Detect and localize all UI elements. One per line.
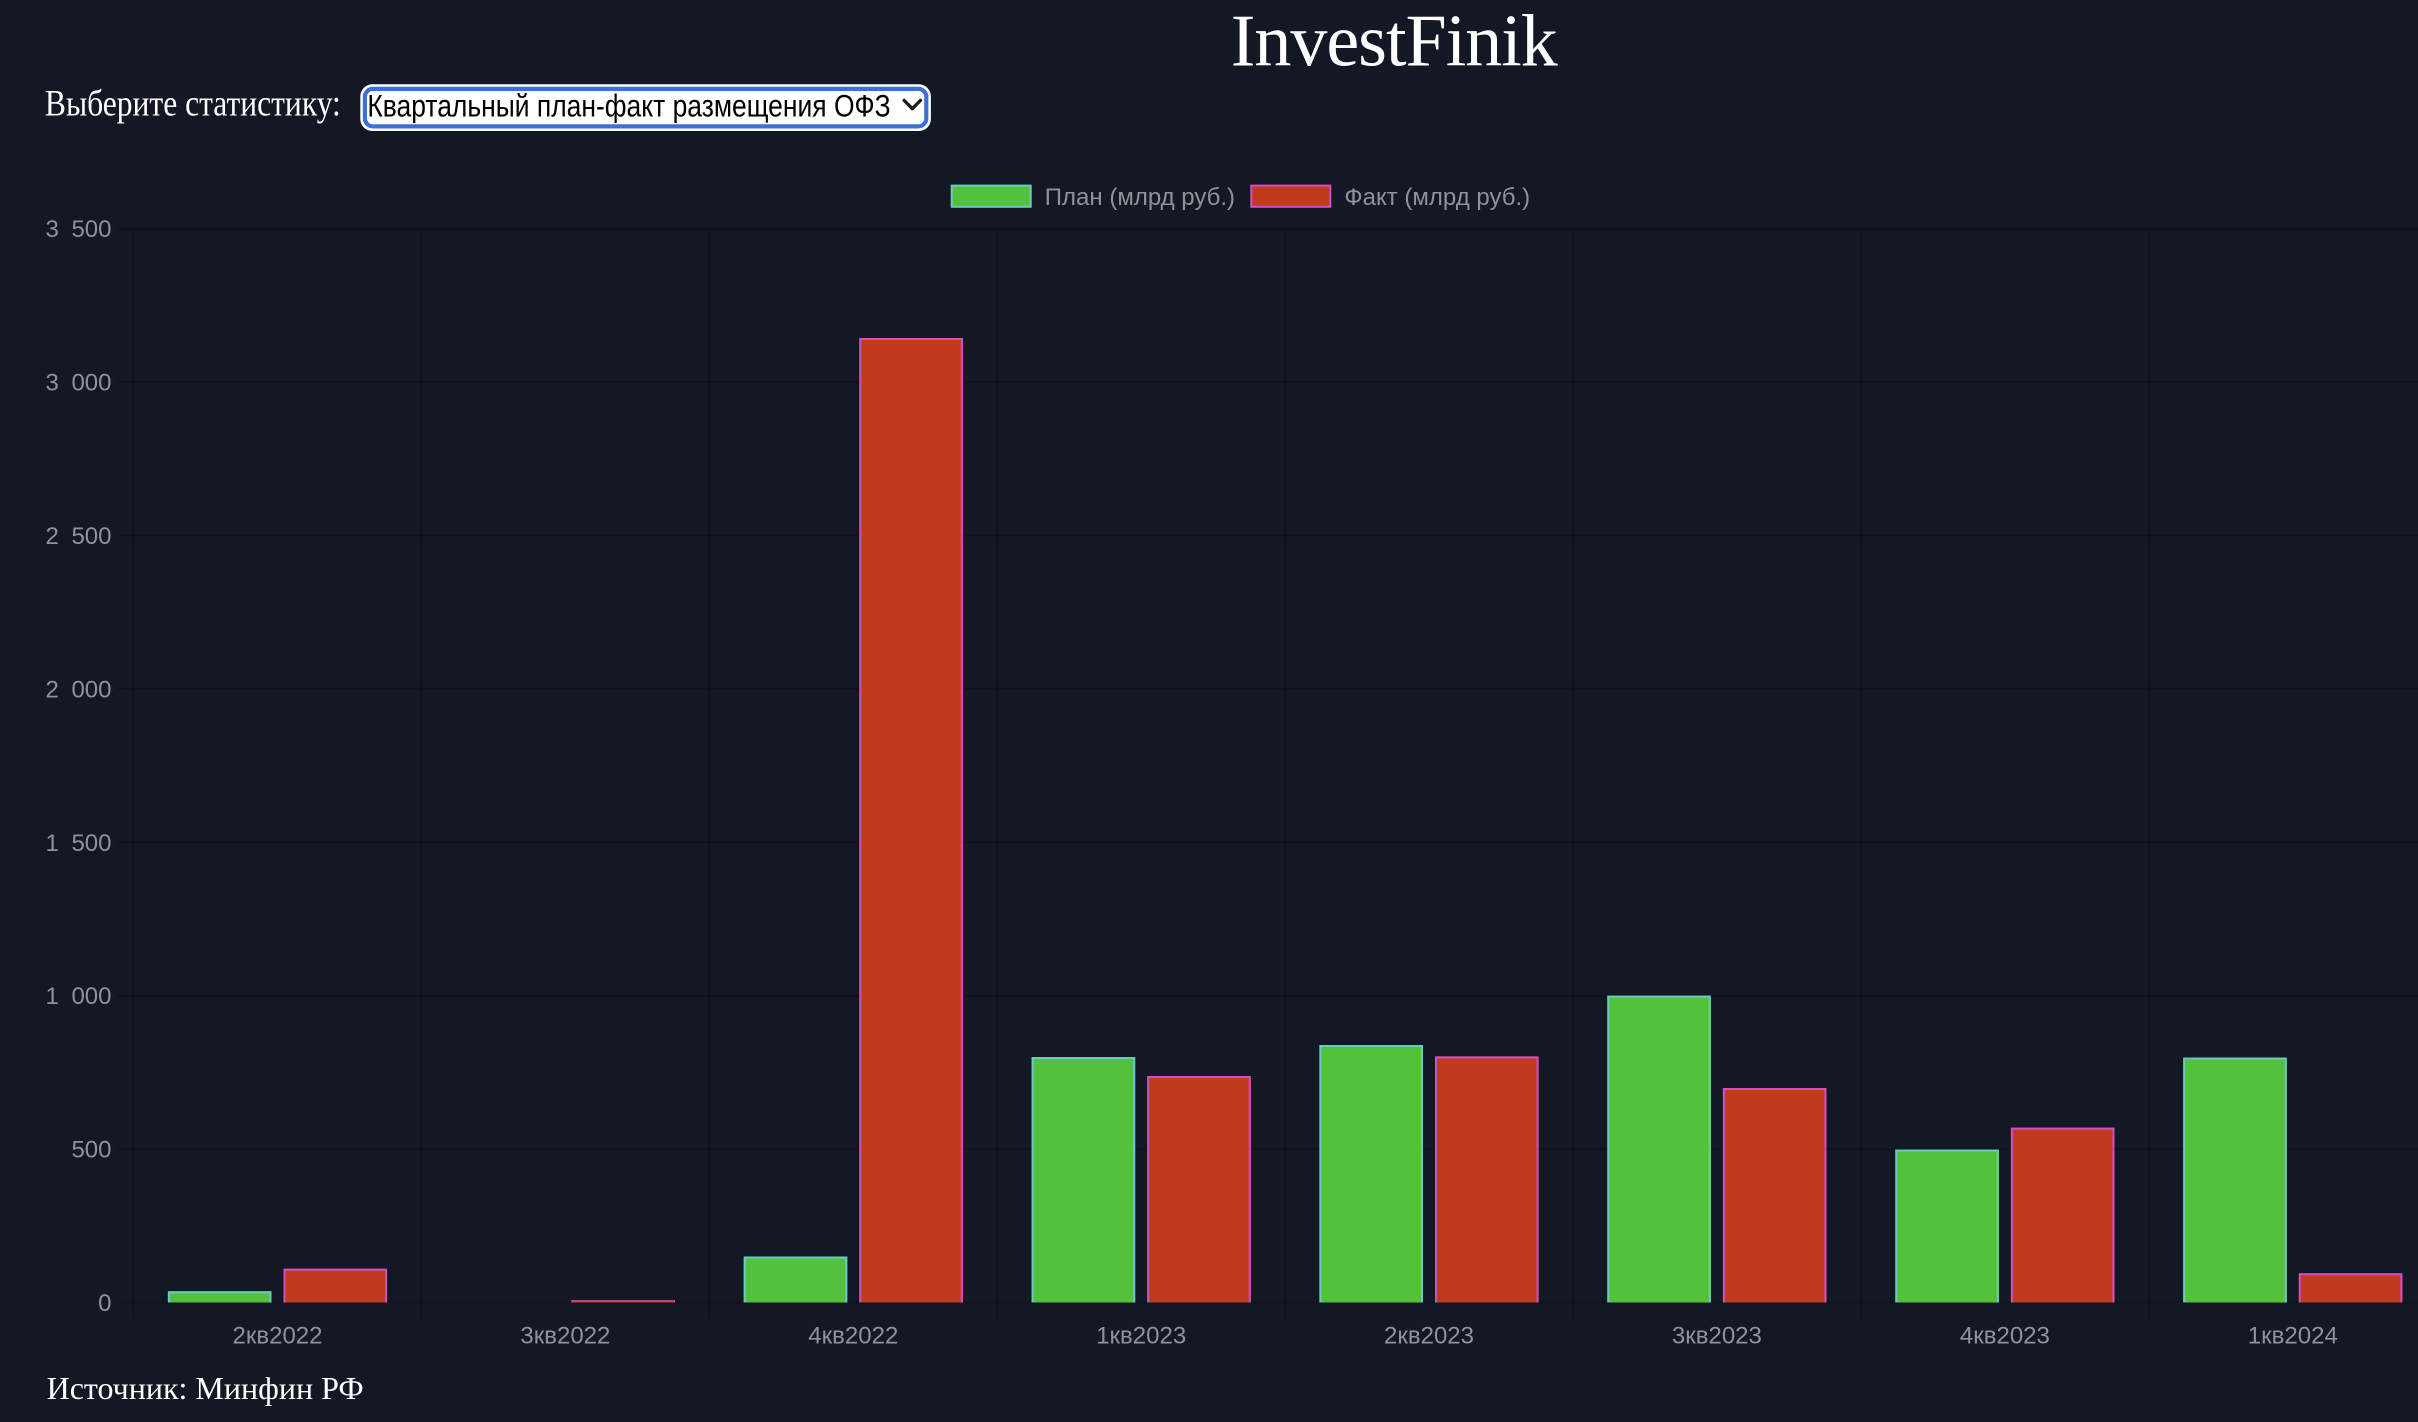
svg-text:Выберите статистику:: Выберите статистику: xyxy=(45,83,341,124)
svg-text:500: 500 xyxy=(71,1137,111,1164)
svg-text:2кв2023: 2кв2023 xyxy=(1384,1323,1474,1350)
svg-text:1кв2024: 1кв2024 xyxy=(2248,1323,2338,1350)
svg-text:3кв2023: 3кв2023 xyxy=(1672,1323,1762,1350)
svg-text:3кв2022: 3кв2022 xyxy=(520,1323,610,1350)
svg-text:4кв2023: 4кв2023 xyxy=(1960,1323,2050,1350)
svg-text:1кв2023: 1кв2023 xyxy=(1096,1323,1186,1350)
svg-text:InvestFinik: InvestFinik xyxy=(1231,1,1558,83)
svg-text:2кв2022: 2кв2022 xyxy=(233,1323,323,1350)
svg-text:1 000: 1 000 xyxy=(45,983,111,1010)
svg-text:1 500: 1 500 xyxy=(45,830,111,857)
svg-text:3 500: 3 500 xyxy=(45,216,111,243)
svg-text:Квартальный план-факт размещен: Квартальный план-факт размещения ОФЗ xyxy=(367,90,890,125)
svg-text:4кв2022: 4кв2022 xyxy=(808,1323,898,1350)
svg-text:2 500: 2 500 xyxy=(45,523,111,550)
svg-text:0: 0 xyxy=(98,1290,111,1317)
svg-text:Факт (млрд руб.): Факт (млрд руб.) xyxy=(1344,184,1530,211)
svg-text:План (млрд руб.): План (млрд руб.) xyxy=(1045,184,1235,211)
svg-text:2 000: 2 000 xyxy=(45,676,111,703)
svg-text:3 000: 3 000 xyxy=(45,370,111,397)
svg-text:Источник: Минфин РФ: Источник: Минфин РФ xyxy=(47,1370,364,1406)
